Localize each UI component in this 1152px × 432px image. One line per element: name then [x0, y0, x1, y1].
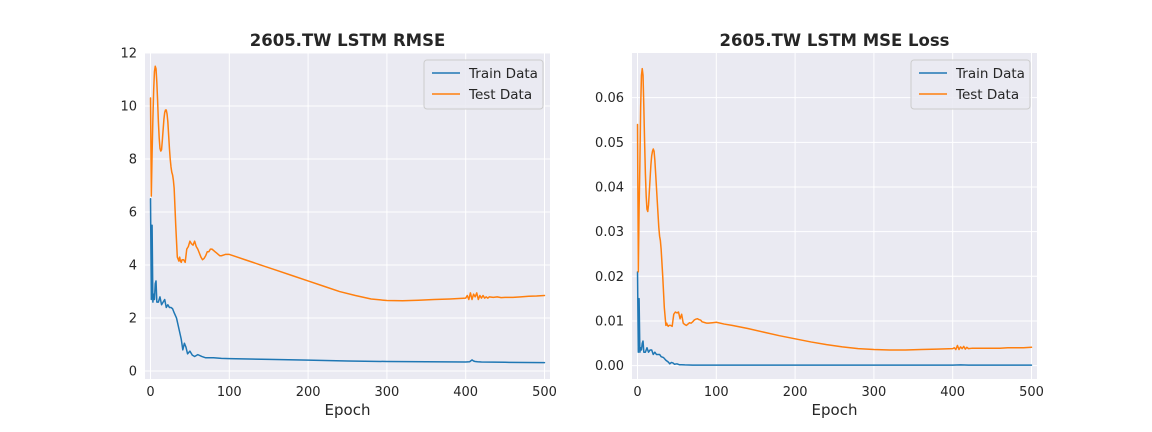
legend-label-train-data: Train Data	[955, 66, 1025, 82]
series-line-train-data	[636, 271, 1033, 366]
series-line-test-data	[636, 67, 1033, 351]
x-tick-label: 200	[783, 385, 808, 400]
x-tick-label: 100	[217, 385, 242, 400]
x-tick-label: 300	[374, 385, 399, 400]
y-tick-label: 0.02	[595, 270, 624, 285]
y-tick-label: 0.01	[595, 314, 624, 329]
y-tick-label: 0.06	[595, 91, 624, 106]
y-tick-label: 10	[120, 100, 137, 115]
x-tick-label: 100	[704, 385, 729, 400]
series-line-test-data	[149, 65, 546, 302]
legend-rmse: Train Data Test Data	[423, 59, 544, 110]
x-axis-label-mse-loss: Epoch	[812, 401, 858, 419]
y-tick-label: 8	[129, 153, 137, 168]
x-tick-label: 400	[940, 385, 965, 400]
y-tick-label: 0	[129, 365, 137, 380]
x-tick-label: 200	[296, 385, 321, 400]
y-tick-label: 0.05	[595, 136, 624, 151]
legend-label-test-data: Test Data	[468, 87, 532, 103]
x-tick-label: 500	[532, 385, 557, 400]
y-tick-label: 0.04	[595, 180, 624, 195]
chart-title-mse-loss: 2605.TW LSTM MSE Loss	[719, 31, 949, 50]
y-tick-label: 12	[120, 47, 137, 62]
legend-label-test-data: Test Data	[955, 87, 1019, 103]
y-tick-label: 0.00	[595, 359, 624, 374]
chart-title-rmse: 2605.TW LSTM RMSE	[250, 31, 446, 50]
series-line-train-data	[149, 198, 546, 364]
y-tick-label: 0.03	[595, 225, 624, 240]
x-tick-label: 0	[146, 385, 154, 400]
legend-label-train-data: Train Data	[468, 66, 538, 82]
x-tick-label: 500	[1019, 385, 1044, 400]
x-tick-label: 400	[453, 385, 478, 400]
y-tick-label: 6	[129, 206, 137, 221]
x-tick-label: 300	[861, 385, 886, 400]
x-axis-label-rmse: Epoch	[325, 401, 371, 419]
chart-mse-loss: 0.00 0.01 0.02 0.03 0.04 0.05 0.06 0 100 200 300 40…	[595, 31, 1044, 419]
chart-rmse: 0 2 4 6 8 10 12 0 100 200 300 400 500 2605.TW LSTM R…	[120, 31, 556, 419]
y-tick-label: 4	[129, 259, 137, 274]
y-tick-label: 2	[129, 312, 137, 327]
legend-mse-loss: Train Data Test Data	[910, 59, 1031, 110]
x-tick-label: 0	[633, 385, 641, 400]
